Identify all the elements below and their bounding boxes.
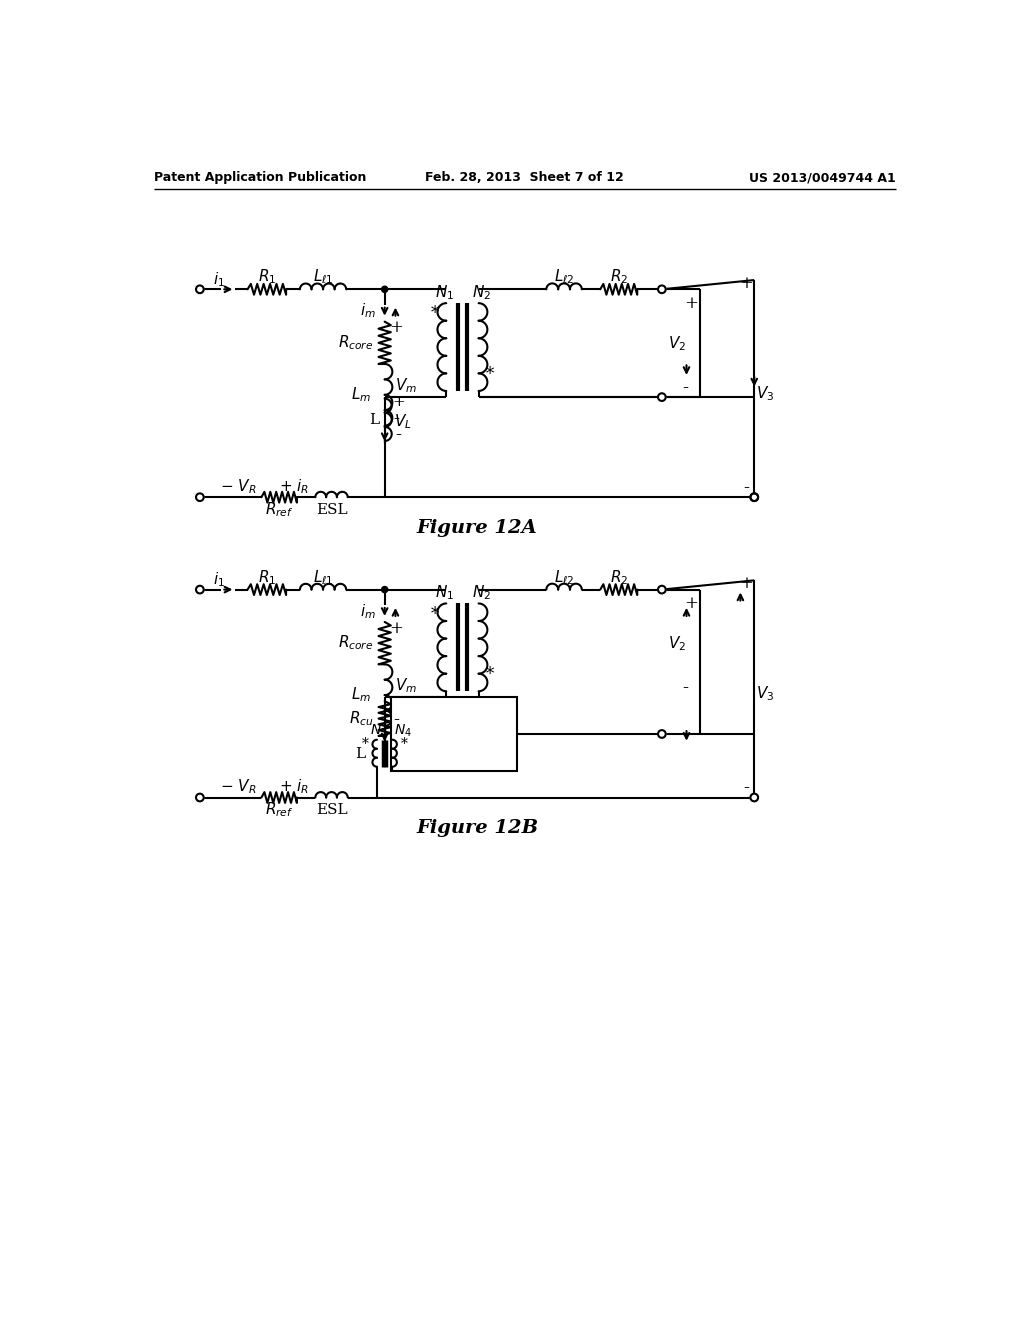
Text: +: + [739, 576, 754, 591]
Text: -: - [682, 379, 688, 397]
Text: +: + [389, 319, 403, 337]
Text: $L_{\ell 1}$: $L_{\ell 1}$ [312, 268, 334, 286]
Text: +: + [389, 619, 403, 636]
Text: +: + [684, 595, 698, 612]
Text: -: - [743, 479, 750, 496]
Text: ESL: ESL [315, 503, 347, 516]
Text: $+\ i_R$: $+\ i_R$ [279, 477, 309, 496]
Circle shape [658, 393, 666, 401]
Circle shape [751, 494, 758, 502]
Circle shape [196, 285, 204, 293]
Text: $R_{core}$: $R_{core}$ [338, 333, 373, 352]
Text: Figure 12A: Figure 12A [417, 519, 538, 537]
Text: *: * [430, 305, 439, 322]
Text: $V_L$: $V_L$ [394, 412, 412, 432]
Text: $R_1$: $R_1$ [258, 568, 276, 586]
Text: *: * [486, 665, 495, 682]
Text: $R_1$: $R_1$ [258, 268, 276, 286]
Text: L: L [355, 747, 366, 760]
Bar [391, 697, 517, 771]
Text: $V_3$: $V_3$ [756, 384, 774, 403]
Circle shape [751, 494, 758, 502]
Text: $R_{ref}$: $R_{ref}$ [265, 800, 294, 820]
Circle shape [658, 586, 666, 594]
Text: -: - [395, 426, 401, 444]
Text: $R_{core}$: $R_{core}$ [338, 634, 373, 652]
Text: $R_2$: $R_2$ [609, 568, 628, 586]
Text: Patent Application Publication: Patent Application Publication [154, 172, 366, 185]
Text: $L_{\ell 2}$: $L_{\ell 2}$ [554, 268, 574, 286]
Text: L: L [369, 413, 379, 428]
Text: $L_{\ell 1}$: $L_{\ell 1}$ [312, 568, 334, 586]
Text: $N_2$: $N_2$ [472, 282, 492, 302]
Text: $V_2$: $V_2$ [669, 334, 686, 352]
Text: -: - [393, 411, 399, 429]
Text: $N_2$: $N_2$ [472, 583, 492, 602]
Circle shape [658, 730, 666, 738]
Text: $R_{cu}$: $R_{cu}$ [349, 709, 374, 727]
Circle shape [751, 793, 758, 801]
Text: $i_1$: $i_1$ [213, 570, 225, 589]
Text: $V_2$: $V_2$ [669, 634, 686, 653]
Text: +: + [739, 275, 754, 292]
Text: *: * [430, 606, 439, 623]
Text: -: - [743, 779, 750, 797]
Text: +: + [392, 396, 404, 409]
Circle shape [196, 793, 204, 801]
Circle shape [196, 494, 204, 502]
Text: *: * [486, 366, 495, 383]
Text: $L_m$: $L_m$ [351, 385, 372, 404]
Text: $N_3$: $N_3$ [370, 722, 387, 739]
Text: $N_4$: $N_4$ [394, 722, 412, 739]
Text: $N_1$: $N_1$ [435, 282, 455, 302]
Circle shape [196, 586, 204, 594]
Text: +: + [684, 294, 698, 312]
Text: *: * [361, 737, 369, 751]
Circle shape [382, 286, 388, 293]
Text: $L_m$: $L_m$ [351, 686, 372, 705]
Text: $-\ V_R$: $-\ V_R$ [220, 777, 257, 796]
Text: $+\ i_R$: $+\ i_R$ [279, 777, 309, 796]
Text: $R_2$: $R_2$ [609, 268, 628, 286]
Text: $i_m$: $i_m$ [359, 301, 376, 321]
Circle shape [658, 285, 666, 293]
Text: ESL: ESL [315, 803, 347, 817]
Text: -: - [393, 710, 399, 729]
Circle shape [382, 586, 388, 593]
Text: *: * [400, 737, 408, 751]
Text: $V_m$: $V_m$ [395, 376, 417, 395]
Text: $R_{ref}$: $R_{ref}$ [265, 500, 294, 519]
Text: $i_m$: $i_m$ [359, 602, 376, 620]
Text: US 2013/0049744 A1: US 2013/0049744 A1 [750, 172, 896, 185]
Text: $V_3$: $V_3$ [756, 684, 774, 704]
Text: -: - [682, 680, 688, 697]
Text: Feb. 28, 2013  Sheet 7 of 12: Feb. 28, 2013 Sheet 7 of 12 [425, 172, 625, 185]
Text: Figure 12B: Figure 12B [416, 820, 539, 837]
Text: $N_1$: $N_1$ [435, 583, 455, 602]
Text: $L_{\ell 2}$: $L_{\ell 2}$ [554, 568, 574, 586]
Text: $i_1$: $i_1$ [213, 271, 225, 289]
Text: $-\ V_R$: $-\ V_R$ [220, 477, 257, 496]
Text: $V_m$: $V_m$ [395, 677, 417, 696]
